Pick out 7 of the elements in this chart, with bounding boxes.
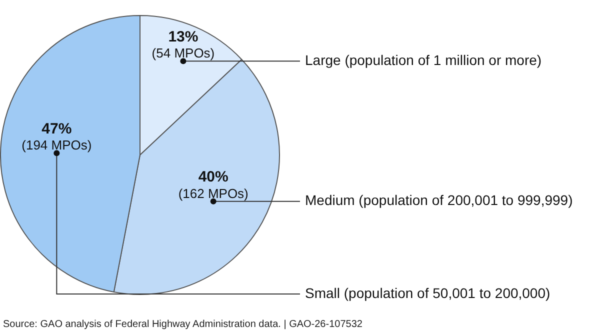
slice-label: Large (population of 1 million or more) (305, 52, 542, 68)
slice-label: Small (population of 50,001 to 200,000) (305, 284, 550, 301)
data-label: 13% (54 MPOs) (152, 28, 215, 61)
data-label: 40% (162 MPOs) (178, 168, 248, 201)
data-label: 47% (194 MPOs) (22, 120, 92, 153)
slice-label: Medium (population of 200,001 to 999,999) (305, 192, 573, 208)
source-note: Source: GAO analysis of Federal Highway Administration data. | GAO-26-107532 (3, 319, 362, 330)
